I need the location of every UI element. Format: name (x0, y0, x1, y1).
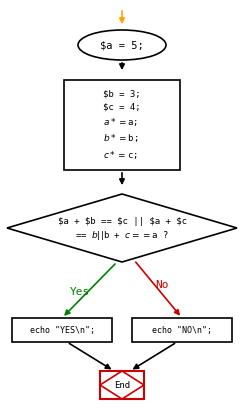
Bar (100, 371, 144, 399)
Text: echo "NO\n";: echo "NO\n"; (152, 326, 212, 334)
Text: End: End (114, 380, 130, 389)
Ellipse shape (78, 30, 166, 60)
Text: $b = 3;
$c = 4;
$a *= $a;
$b *= $b;
$c *= $c;: $b = 3; $c = 4; $a *= $a; $b *= $b; $c *… (103, 90, 141, 161)
Bar (64, 80, 180, 170)
Polygon shape (7, 194, 237, 262)
Text: $a = 5;: $a = 5; (100, 40, 144, 50)
Bar (12, 318, 112, 342)
Text: No: No (155, 280, 169, 290)
Text: Yes: Yes (70, 287, 90, 297)
Text: == $b || $b + $c == $a ?: == $b || $b + $c == $a ? (75, 229, 169, 241)
Bar (132, 318, 232, 342)
Text: echo "YES\n";: echo "YES\n"; (30, 326, 94, 334)
Text: $a + $b == $c || $a + $c: $a + $b == $c || $a + $c (58, 216, 186, 226)
